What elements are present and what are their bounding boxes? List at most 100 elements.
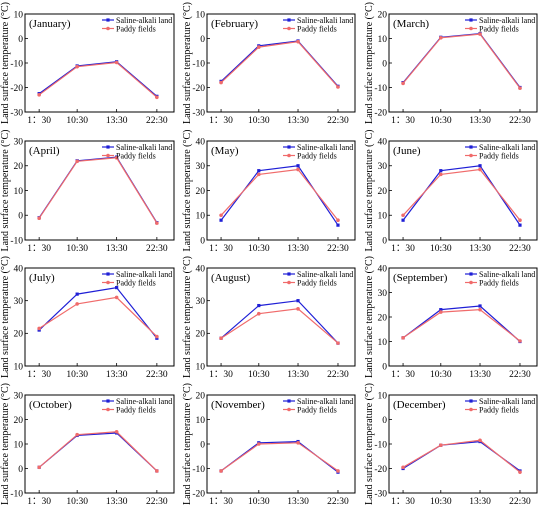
data-point-paddy — [439, 443, 443, 448]
x-tick-label: 22:30 — [327, 497, 349, 507]
y-axis-label: Land surface temperature (°C) — [0, 130, 11, 252]
y-tick-label: 0 — [382, 59, 387, 69]
series-line-paddy — [38, 431, 158, 472]
legend-marker-paddy — [106, 280, 110, 285]
x-tick-label: 1：30 — [209, 116, 233, 126]
legend-marker-paddy — [469, 280, 473, 285]
legend-entry-saline: Saline-alkali land — [116, 16, 172, 25]
legend-marker-paddy — [287, 153, 291, 158]
legend-entry-saline: Saline-alkali land — [297, 270, 353, 279]
y-tick-label: 0 — [18, 465, 23, 475]
chart-panel-4: 0 10 20 30 40 1：30 10:30 13:30 22:30 Land surface… — [182, 130, 356, 254]
y-tick-label: -10 — [10, 236, 23, 246]
legend-marker-saline — [469, 145, 473, 149]
legend-entry-paddy: Paddy fields — [116, 151, 156, 160]
x-tick-label: 10:30 — [248, 116, 270, 126]
legend-marker-paddy — [287, 26, 291, 31]
chart-panel-10: -20 -10 0 10 20 1：30 10:30 13:30 22:30 Land surfa… — [182, 383, 356, 507]
legend-marker-saline — [287, 272, 291, 276]
x-tick-label: 22:30 — [327, 370, 349, 380]
data-point-saline — [296, 299, 300, 303]
data-point-paddy — [439, 172, 443, 177]
x-tick-label: 10:30 — [248, 497, 270, 507]
y-axis-label: Land surface temperature (°C) — [182, 2, 193, 124]
y-tick-label: 40 — [378, 264, 388, 274]
data-point-paddy — [155, 221, 159, 225]
x-tick-label: 10:30 — [248, 370, 270, 380]
legend-marker-saline — [287, 145, 291, 149]
x-tick-label: 13:30 — [106, 244, 128, 254]
x-tick-label: 13:30 — [469, 370, 491, 380]
series-line-paddy — [220, 308, 339, 344]
series-line-saline — [402, 440, 521, 472]
y-tick-label: -30 — [10, 108, 23, 118]
y-tick-label: 20 — [196, 187, 206, 197]
chart-panel-2: -20 -10 0 10 20 1：30 10:30 13:30 22:30 Land surfa… — [364, 2, 538, 126]
series-line-saline — [38, 156, 158, 224]
legend-entry-paddy: Paddy fields — [297, 151, 337, 160]
y-tick-label: 10 — [196, 212, 206, 222]
data-point-paddy — [155, 95, 159, 100]
panel-label: (October) — [29, 399, 72, 411]
legend-marker-paddy — [469, 26, 473, 31]
panel-label: (April) — [29, 145, 60, 157]
data-point-saline — [439, 169, 443, 173]
data-point-paddy — [219, 213, 223, 218]
legend-entry-paddy: Paddy fields — [116, 278, 156, 287]
y-tick-label: 30 — [14, 297, 24, 307]
data-point-paddy — [401, 81, 405, 86]
legend-marker-saline — [469, 272, 473, 276]
data-point-saline — [115, 286, 119, 290]
y-tick-label: 10 — [378, 212, 388, 222]
x-tick-label: 1：30 — [27, 244, 51, 254]
data-point-saline — [296, 164, 300, 168]
data-point-paddy — [478, 307, 482, 312]
data-point-paddy — [219, 80, 223, 85]
data-point-paddy — [155, 334, 159, 339]
series-line-paddy — [402, 168, 521, 221]
y-tick-label: -10 — [192, 59, 205, 69]
data-point-paddy — [336, 85, 340, 89]
x-tick-label: 1：30 — [27, 370, 51, 380]
x-tick-label: 10:30 — [66, 244, 88, 254]
x-tick-label: 10:30 — [430, 497, 452, 507]
y-axis-label: Land surface temperature (°C) — [182, 130, 193, 252]
x-tick-label: 10:30 — [430, 116, 452, 126]
legend-entry-saline: Saline-alkali land — [297, 397, 353, 406]
y-tick-label: 0 — [18, 212, 23, 222]
x-tick-label: 22:30 — [327, 244, 349, 254]
chart-panel-11: -30 -20 -10 0 10 1：30 10:30 13:30 22:30 Land surf… — [364, 383, 538, 507]
panel-label: (August) — [211, 272, 250, 284]
panel-label: (November) — [211, 399, 265, 411]
x-tick-label: 22:30 — [146, 244, 168, 254]
panel-label: (December) — [393, 399, 446, 411]
y-axis-label: Land surface temperature (°C) — [182, 256, 193, 378]
legend-entry-paddy: Paddy fields — [479, 405, 519, 414]
y-tick-label: -10 — [10, 489, 23, 499]
chart-panel-1: -30 -20 -10 0 10 1：30 10:30 13:30 22:30 Land surf… — [182, 2, 356, 126]
data-point-saline — [518, 223, 522, 227]
x-tick-label: 22:30 — [509, 244, 531, 254]
y-tick-label: 30 — [14, 391, 24, 401]
x-tick-label: 1：30 — [209, 497, 233, 507]
legend-marker-saline — [106, 18, 110, 22]
x-tick-label: 13:30 — [469, 244, 491, 254]
panel-label: (July) — [29, 272, 55, 284]
series-line-paddy — [220, 168, 339, 221]
y-axis-label: Land surface temperature (°C) — [0, 383, 11, 505]
y-tick-label: 0 — [200, 440, 205, 450]
y-tick-label: 0 — [382, 362, 387, 372]
y-tick-label: 10 — [196, 10, 206, 20]
series-line-saline — [220, 440, 339, 473]
y-tick-label: 20 — [14, 416, 24, 426]
y-tick-label: 10 — [378, 391, 388, 401]
series-line-saline — [220, 40, 339, 87]
series-line-saline — [38, 286, 158, 339]
data-point-paddy — [257, 442, 261, 446]
x-tick-label: 13:30 — [469, 116, 491, 126]
y-tick-label: 10 — [196, 416, 206, 426]
data-point-saline — [75, 292, 79, 296]
legend-entry-paddy: Paddy fields — [116, 405, 156, 414]
y-tick-label: 30 — [378, 162, 388, 172]
